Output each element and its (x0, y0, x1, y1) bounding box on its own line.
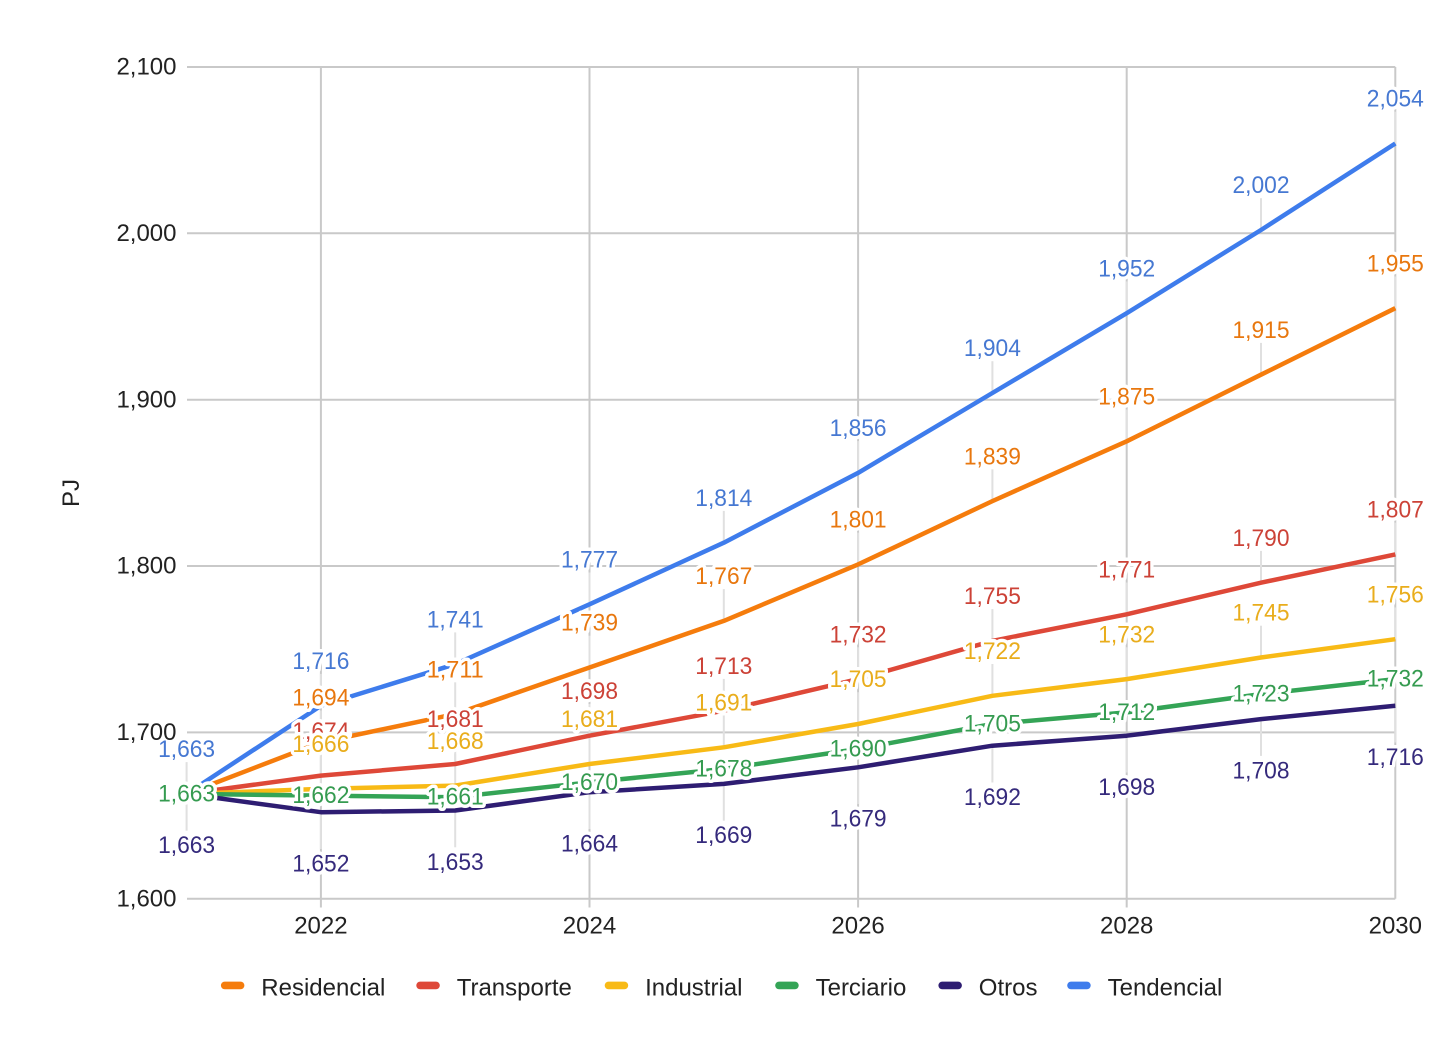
svg-text:2,100: 2,100 (116, 54, 176, 81)
svg-text:1,777: 1,777 (561, 547, 618, 574)
svg-text:1,700: 1,700 (116, 719, 176, 746)
svg-text:1,681: 1,681 (561, 706, 618, 733)
svg-text:1,732: 1,732 (1367, 666, 1424, 693)
svg-text:1,705: 1,705 (964, 711, 1021, 738)
svg-text:1,814: 1,814 (695, 485, 752, 512)
svg-text:1,711: 1,711 (427, 656, 484, 683)
svg-text:1,679: 1,679 (830, 806, 887, 833)
svg-text:1,800: 1,800 (116, 553, 176, 580)
svg-text:Transporte: Transporte (457, 974, 572, 1001)
svg-text:1,661: 1,661 (427, 784, 484, 811)
svg-text:1,663: 1,663 (158, 736, 215, 763)
svg-text:1,668: 1,668 (427, 728, 484, 755)
svg-text:1,790: 1,790 (1233, 525, 1290, 552)
svg-text:1,716: 1,716 (292, 648, 349, 675)
svg-text:1,698: 1,698 (561, 678, 618, 705)
svg-text:Residencial: Residencial (261, 974, 385, 1001)
svg-text:1,663: 1,663 (158, 780, 215, 807)
svg-text:2028: 2028 (1100, 913, 1153, 940)
svg-text:1,691: 1,691 (695, 690, 752, 717)
svg-text:1,741: 1,741 (427, 606, 484, 633)
svg-text:2,002: 2,002 (1233, 172, 1290, 199)
svg-text:1,755: 1,755 (964, 583, 1021, 610)
svg-text:1,652: 1,652 (292, 851, 349, 878)
svg-text:1,875: 1,875 (1098, 384, 1155, 411)
svg-text:2024: 2024 (563, 913, 616, 940)
svg-text:1,690: 1,690 (830, 736, 887, 763)
svg-text:1,666: 1,666 (292, 731, 349, 758)
svg-text:1,722: 1,722 (964, 638, 1021, 665)
svg-text:1,692: 1,692 (964, 784, 1021, 811)
svg-text:1,662: 1,662 (292, 782, 349, 809)
svg-text:Terciario: Terciario (816, 974, 907, 1001)
svg-text:2030: 2030 (1369, 913, 1422, 940)
svg-text:1,739: 1,739 (561, 610, 618, 637)
svg-text:Industrial: Industrial (645, 974, 742, 1001)
svg-text:1,600: 1,600 (116, 885, 176, 912)
svg-text:2,000: 2,000 (116, 220, 176, 247)
svg-text:1,669: 1,669 (695, 822, 752, 849)
svg-text:1,674: 1,674 (292, 718, 349, 745)
svg-text:1,904: 1,904 (964, 335, 1021, 362)
svg-text:PJ: PJ (58, 479, 85, 507)
svg-text:1,708: 1,708 (1233, 757, 1290, 784)
svg-text:1,900: 1,900 (116, 386, 176, 413)
svg-text:1,767: 1,767 (695, 563, 752, 590)
svg-text:1,653: 1,653 (427, 849, 484, 876)
svg-text:1,839: 1,839 (964, 443, 1021, 470)
svg-text:1,915: 1,915 (1233, 317, 1290, 344)
svg-text:1,732: 1,732 (830, 621, 887, 648)
svg-text:1,756: 1,756 (1367, 581, 1424, 608)
svg-text:1,732: 1,732 (1098, 621, 1155, 648)
svg-text:1,664: 1,664 (561, 831, 618, 858)
svg-text:1,955: 1,955 (1367, 250, 1424, 277)
svg-text:2022: 2022 (294, 913, 347, 940)
svg-text:1,716: 1,716 (1367, 744, 1424, 771)
svg-text:1,745: 1,745 (1233, 600, 1290, 627)
svg-text:1,698: 1,698 (1098, 774, 1155, 801)
svg-text:2026: 2026 (831, 913, 884, 940)
svg-text:1,663: 1,663 (158, 832, 215, 859)
svg-text:1,771: 1,771 (1098, 557, 1155, 584)
svg-text:1,856: 1,856 (830, 415, 887, 442)
svg-text:1,705: 1,705 (830, 666, 887, 693)
svg-text:Otros: Otros (979, 974, 1038, 1001)
svg-text:2,054: 2,054 (1367, 86, 1424, 113)
svg-text:1,681: 1,681 (427, 706, 484, 733)
svg-text:1,670: 1,670 (561, 769, 618, 796)
svg-text:1,713: 1,713 (695, 653, 752, 680)
svg-text:1,678: 1,678 (695, 756, 752, 783)
svg-text:1,694: 1,694 (292, 685, 349, 712)
svg-text:1,723: 1,723 (1233, 681, 1290, 708)
svg-text:1,712: 1,712 (1098, 699, 1155, 726)
svg-text:1,807: 1,807 (1367, 497, 1424, 524)
svg-text:1,801: 1,801 (830, 507, 887, 534)
svg-text:Tendencial: Tendencial (1108, 974, 1223, 1001)
svg-text:1,952: 1,952 (1098, 255, 1155, 282)
